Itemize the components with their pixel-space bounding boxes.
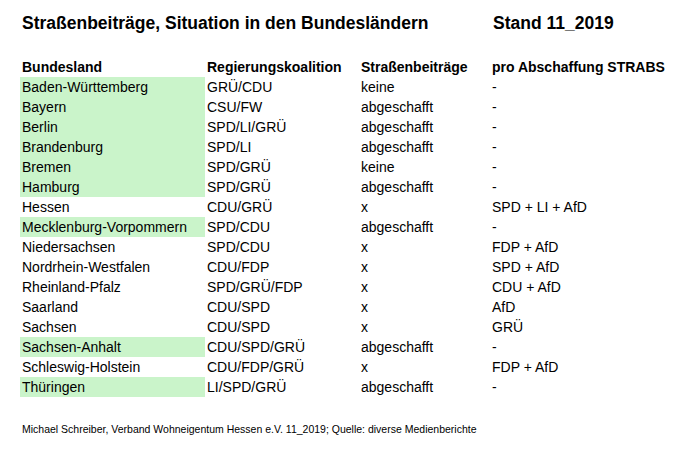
table-body: Baden-Württemberg GRÜ/CDU keine - Bayern…: [20, 77, 695, 397]
cell-bundesland: Bayern: [20, 97, 205, 117]
cell-koalition: SPD/LI/GRÜ: [205, 117, 359, 137]
cell-pro-abschaffung: -: [490, 137, 695, 157]
table-row: Nordrhein-Westfalen CDU/FDP x SPD + AfD: [20, 257, 695, 277]
cell-bundesland: Bremen: [20, 157, 205, 177]
cell-pro-abschaffung: SPD + AfD: [490, 257, 695, 277]
cell-strassenbeitraege: abgeschafft: [359, 137, 490, 157]
cell-koalition: SPD/GRÜ: [205, 157, 359, 177]
cell-pro-abschaffung: -: [490, 337, 695, 357]
cell-strassenbeitraege: x: [359, 257, 490, 277]
cell-pro-abschaffung: -: [490, 77, 695, 97]
cell-strassenbeitraege: abgeschafft: [359, 97, 490, 117]
cell-pro-abschaffung: -: [490, 117, 695, 137]
table-row: Niedersachsen SPD/CDU x FDP + AfD: [20, 237, 695, 257]
cell-koalition: CDU/SPD/GRÜ: [205, 337, 359, 357]
table-row: Mecklenburg-Vorpommern SPD/CDU abgeschaf…: [20, 217, 695, 237]
table-row: Hamburg SPD/GRÜ abgeschafft -: [20, 177, 695, 197]
cell-koalition: SPD/CDU: [205, 217, 359, 237]
table-row: Sachsen CDU/SPD x GRÜ: [20, 317, 695, 337]
cell-bundesland: Sachsen: [20, 317, 205, 337]
cell-bundesland: Niedersachsen: [20, 237, 205, 257]
stand-label: Stand 11_2019: [493, 13, 614, 34]
cell-pro-abschaffung: -: [490, 177, 695, 197]
header-cell-koalition: Regierungskoalition: [205, 57, 359, 77]
table-row: Bayern CSU/FW abgeschafft -: [20, 97, 695, 117]
cell-koalition: CSU/FW: [205, 97, 359, 117]
cell-pro-abschaffung: -: [490, 217, 695, 237]
cell-pro-abschaffung: -: [490, 377, 695, 397]
cell-strassenbeitraege: x: [359, 197, 490, 217]
table-row: Thüringen LI/SPD/GRÜ abgeschafft -: [20, 377, 695, 397]
cell-pro-abschaffung: -: [490, 157, 695, 177]
table-row: Brandenburg SPD/LI abgeschafft -: [20, 137, 695, 157]
table-row: Rheinland-Pfalz SPD/GRÜ/FDP x CDU + AfD: [20, 277, 695, 297]
cell-koalition: CDU/SPD: [205, 297, 359, 317]
table-row: Bremen SPD/GRÜ keine -: [20, 157, 695, 177]
cell-strassenbeitraege: abgeschafft: [359, 377, 490, 397]
cell-strassenbeitraege: keine: [359, 157, 490, 177]
cell-koalition: CDU/FDP: [205, 257, 359, 277]
cell-koalition: SPD/GRÜ: [205, 177, 359, 197]
cell-koalition: SPD/CDU: [205, 237, 359, 257]
table-row: Hessen CDU/GRÜ x SPD + LI + AfD: [20, 197, 695, 217]
page-title: Straßenbeiträge, Situation in den Bundes…: [22, 13, 428, 33]
cell-strassenbeitraege: abgeschafft: [359, 117, 490, 137]
cell-koalition: CDU/GRÜ: [205, 197, 359, 217]
cell-strassenbeitraege: x: [359, 237, 490, 257]
header-cell-bundesland: Bundesland: [20, 57, 205, 77]
cell-strassenbeitraege: x: [359, 357, 490, 377]
cell-pro-abschaffung: SPD + LI + AfD: [490, 197, 695, 217]
cell-pro-abschaffung: CDU + AfD: [490, 277, 695, 297]
cell-bundesland: Hessen: [20, 197, 205, 217]
page: Straßenbeiträge, Situation in den Bundes…: [0, 0, 695, 455]
cell-koalition: CDU/SPD: [205, 317, 359, 337]
cell-bundesland: Brandenburg: [20, 137, 205, 157]
table-header-row: Bundesland Regierungskoalition Straßenbe…: [20, 57, 695, 77]
cell-bundesland: Berlin: [20, 117, 205, 137]
cell-pro-abschaffung: -: [490, 97, 695, 117]
cell-pro-abschaffung: AfD: [490, 297, 695, 317]
cell-bundesland: Schleswig-Holstein: [20, 357, 205, 377]
states-table: Bundesland Regierungskoalition Straßenbe…: [20, 57, 695, 397]
footer-credit: Michael Schreiber, Verband Wohneigentum …: [22, 423, 695, 435]
cell-koalition: LI/SPD/GRÜ: [205, 377, 359, 397]
cell-bundesland: Mecklenburg-Vorpommern: [20, 217, 205, 237]
cell-strassenbeitraege: keine: [359, 77, 490, 97]
table-row: Saarland CDU/SPD x AfD: [20, 297, 695, 317]
cell-koalition: GRÜ/CDU: [205, 77, 359, 97]
title-bar: Straßenbeiträge, Situation in den Bundes…: [22, 13, 695, 35]
table-row: Schleswig-Holstein CDU/FDP/GRÜ x FDP + A…: [20, 357, 695, 377]
cell-bundesland: Hamburg: [20, 177, 205, 197]
cell-pro-abschaffung: FDP + AfD: [490, 357, 695, 377]
cell-bundesland: Thüringen: [20, 377, 205, 397]
cell-pro-abschaffung: FDP + AfD: [490, 237, 695, 257]
cell-koalition: SPD/GRÜ/FDP: [205, 277, 359, 297]
cell-koalition: SPD/LI: [205, 137, 359, 157]
cell-strassenbeitraege: abgeschafft: [359, 337, 490, 357]
cell-strassenbeitraege: abgeschafft: [359, 177, 490, 197]
cell-bundesland: Baden-Württemberg: [20, 77, 205, 97]
table-row: Sachsen-Anhalt CDU/SPD/GRÜ abgeschafft -: [20, 337, 695, 357]
cell-strassenbeitraege: abgeschafft: [359, 217, 490, 237]
cell-strassenbeitraege: x: [359, 317, 490, 337]
cell-bundesland: Nordrhein-Westfalen: [20, 257, 205, 277]
header-cell-pro-abschaffung: pro Abschaffung STRABS: [490, 57, 695, 77]
table-row: Baden-Württemberg GRÜ/CDU keine -: [20, 77, 695, 97]
header-cell-strassenbeitraege: Straßenbeiträge: [359, 57, 490, 77]
cell-strassenbeitraege: x: [359, 277, 490, 297]
cell-bundesland: Sachsen-Anhalt: [20, 337, 205, 357]
cell-koalition: CDU/FDP/GRÜ: [205, 357, 359, 377]
table-row: Berlin SPD/LI/GRÜ abgeschafft -: [20, 117, 695, 137]
cell-bundesland: Saarland: [20, 297, 205, 317]
cell-pro-abschaffung: GRÜ: [490, 317, 695, 337]
cell-bundesland: Rheinland-Pfalz: [20, 277, 205, 297]
cell-strassenbeitraege: x: [359, 297, 490, 317]
